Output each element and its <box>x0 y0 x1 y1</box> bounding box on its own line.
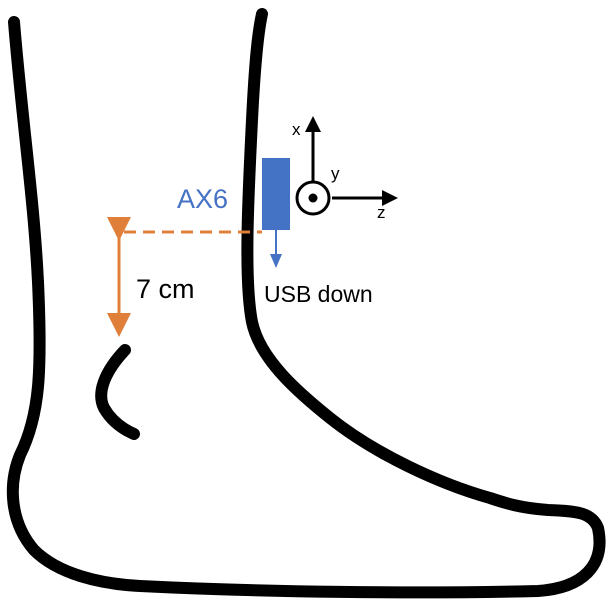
usb-direction-arrow-head <box>270 254 282 268</box>
ax6-sensor <box>262 158 290 230</box>
usb-orientation-label: USB down <box>264 281 373 307</box>
leg-back-outline <box>6 8 606 599</box>
axis-x-label: x <box>292 120 301 139</box>
distance-label: 7 cm <box>136 274 195 304</box>
malleolus-arc <box>95 344 140 440</box>
axis-y-dot <box>308 193 318 203</box>
sensor-label: AX6 <box>177 184 229 214</box>
axis-x-arrowhead <box>305 116 321 132</box>
axis-z-arrowhead <box>382 190 398 206</box>
axis-y-label: y <box>331 164 340 183</box>
axis-z-label: z <box>377 203 386 222</box>
